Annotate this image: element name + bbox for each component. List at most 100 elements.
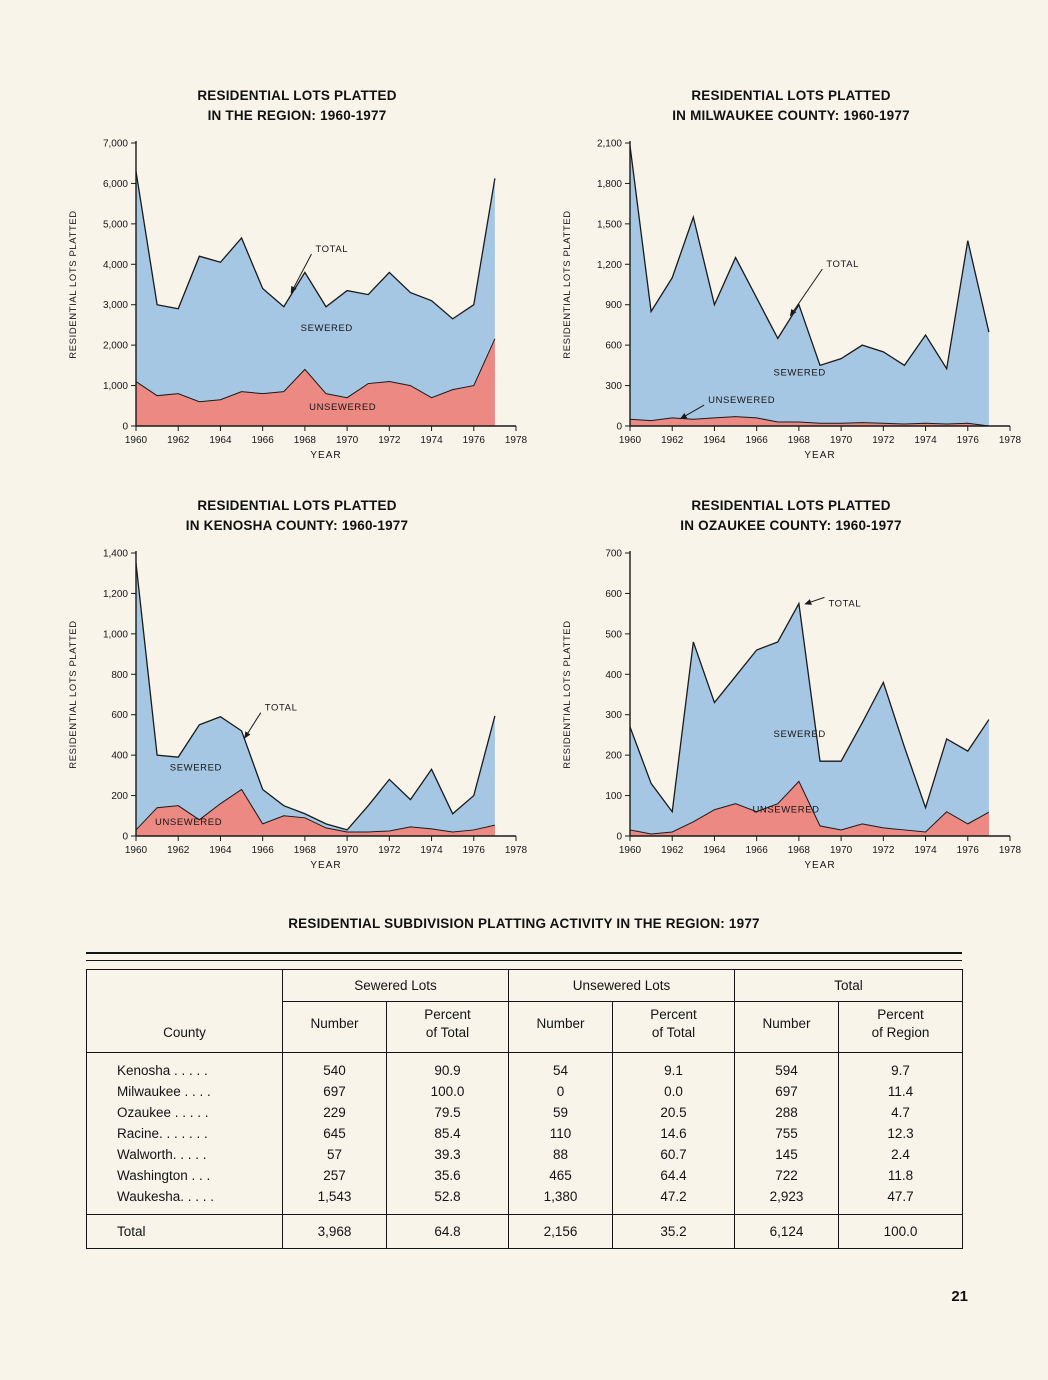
col-header-unsewered-percent: Percent of Total: [612, 1001, 735, 1054]
x-tick-label: 1970: [830, 845, 853, 856]
y-tick-label: 4,000: [103, 259, 128, 270]
county-cell: Washington . . .: [117, 1168, 211, 1184]
area-chart-svg: 0 200 400 600 800 1,000 1,200 1,400 1960 1962 1964…: [68, 548, 528, 871]
x-tick-label: 1978: [999, 435, 1022, 446]
chart-ozaukee-county: RESIDENTIAL LOTS PLATTED IN OZAUKEE COUN…: [556, 496, 1026, 884]
sewered-area: [136, 170, 495, 426]
annotation-label-total: TOTAL: [315, 244, 348, 255]
x-axis-label: YEAR: [804, 860, 835, 871]
value-cell: 288: [734, 1102, 839, 1124]
x-tick-label: 1964: [209, 845, 232, 856]
x-tick-label: 1960: [125, 845, 148, 856]
table-row: Kenosha . . . . . 540 90.9 54 9.1 594 9.7: [87, 1052, 963, 1082]
y-tick-label: 700: [605, 548, 622, 559]
y-tick-label: 100: [605, 791, 622, 802]
x-tick-label: 1978: [505, 845, 528, 856]
table-group-header-row: County Sewered Lots Unsewered Lots Total: [86, 969, 963, 1054]
value-cell: 1,543: [282, 1186, 387, 1215]
value-cell: 2,923: [734, 1186, 839, 1215]
y-tick-label: 1,800: [597, 178, 622, 189]
annotation-label-sewered: SEWERED: [170, 762, 222, 773]
county-column-header: County: [86, 969, 283, 1054]
x-tick-label: 1968: [788, 435, 811, 446]
x-tick-label: 1962: [661, 435, 684, 446]
unsewered-area: [630, 416, 989, 426]
col-header-sewered-number: Number: [282, 1001, 387, 1054]
x-tick-label: 1966: [252, 845, 275, 856]
unsewered-area: [630, 780, 989, 836]
y-axis-label: RESIDENTIAL LOTS PLATTED: [562, 620, 573, 769]
platting-activity-table: County Sewered Lots Unsewered Lots Total…: [86, 969, 963, 1250]
y-tick-label: 400: [605, 669, 622, 680]
chart-region: RESIDENTIAL LOTS PLATTED IN THE REGION: …: [62, 86, 532, 474]
chart-title-line2: IN MILWAUKEE COUNTY: 1960-1977: [672, 108, 910, 124]
annotation-label-sewered: SEWERED: [301, 322, 353, 333]
annotation-label-sewered: SEWERED: [774, 367, 826, 378]
total-line: [629, 600, 990, 813]
area-chart-svg: 0 100 200 300 400 500 600 700 1960 1962 1964 1966 19…: [562, 548, 1022, 871]
table-total-row: Total 3,968 64.8 2,156 35.2 6,124 100.0: [86, 1214, 963, 1249]
chart-title-line1: RESIDENTIAL LOTS PLATTED: [691, 88, 891, 103]
area-chart-svg: 0 1,000 2,000 3,000 4,000 5,000 6,000 7,000 1960…: [68, 138, 528, 461]
x-tick-label: 1970: [336, 845, 359, 856]
x-tick-label: 1976: [957, 435, 980, 446]
value-cell: 11.8: [838, 1165, 963, 1187]
value-cell: 4.7: [838, 1102, 963, 1124]
x-tick-label: 1976: [957, 845, 980, 856]
value-cell: 88: [508, 1144, 613, 1166]
value-cell: 9.1: [612, 1052, 735, 1082]
x-tick-label: 1974: [420, 435, 443, 446]
y-tick-label: 200: [111, 791, 128, 802]
x-tick-label: 1978: [505, 435, 528, 446]
table-row: Walworth. . . . . 57 39.3 88 60.7 145 2.4: [87, 1144, 963, 1166]
x-tick-label: 1972: [378, 435, 401, 446]
chart-milwaukee-county: RESIDENTIAL LOTS PLATTED IN MILWAUKEE CO…: [556, 86, 1026, 474]
value-cell: 697: [734, 1081, 839, 1103]
value-cell: 60.7: [612, 1144, 735, 1166]
table-row: Washington . . . 257 35.6 465 64.4 722 11.8: [87, 1165, 963, 1187]
platting-table-wrapper: County Sewered Lots Unsewered Lots Total…: [86, 952, 963, 1250]
total-total-percent: 100.0: [838, 1214, 963, 1249]
x-tick-label: 1968: [294, 845, 317, 856]
y-tick-label: 600: [111, 710, 128, 721]
annotation-arrow: [789, 268, 823, 316]
value-cell: 0: [508, 1081, 613, 1103]
y-tick-label: 1,200: [103, 588, 128, 599]
annotation-label-sewered: SEWERED: [774, 728, 826, 739]
table-top-rule: [86, 952, 962, 961]
annotation-arrow: [290, 253, 312, 293]
y-tick-label: 2,000: [103, 340, 128, 351]
chart-title-line1: RESIDENTIAL LOTS PLATTED: [691, 498, 891, 513]
chart-title-line2: IN OZAUKEE COUNTY: 1960-1977: [680, 518, 902, 534]
area-chart-svg: 0 300 600 900 1,200 1,500 1,800 2,100 1960 1962 19…: [562, 138, 1022, 461]
x-tick-label: 1966: [746, 845, 769, 856]
table-row: Ozaukee . . . . . 229 79.5 59 20.5 288 4.7: [87, 1102, 963, 1124]
annotation-label-total: TOTAL: [826, 258, 859, 269]
x-tick-label: 1974: [914, 435, 937, 446]
x-tick-label: 1966: [746, 435, 769, 446]
x-tick-label: 1972: [378, 845, 401, 856]
value-cell: 90.9: [386, 1052, 509, 1082]
value-cell: 47.7: [838, 1186, 963, 1215]
x-tick-label: 1976: [463, 845, 486, 856]
sewered-area: [136, 562, 495, 836]
county-cell: Milwaukee . . . .: [117, 1084, 211, 1100]
x-axis-label: YEAR: [804, 450, 835, 461]
value-cell: 100.0: [386, 1081, 509, 1103]
county-cell: Waukesha. . . . .: [117, 1189, 215, 1205]
x-tick-label: 1976: [463, 435, 486, 446]
value-cell: 722: [734, 1165, 839, 1187]
x-tick-label: 1960: [619, 435, 642, 446]
x-tick-label: 1968: [788, 845, 811, 856]
y-tick-label: 500: [605, 629, 622, 640]
y-axis-label: RESIDENTIAL LOTS PLATTED: [68, 620, 79, 769]
value-cell: 54: [508, 1052, 613, 1082]
y-tick-label: 300: [605, 710, 622, 721]
annotation-label-unsewered: UNSEWERED: [708, 395, 775, 406]
y-tick-label: 0: [616, 421, 622, 432]
unsewered-area: [136, 789, 495, 836]
sewered-area: [630, 145, 989, 426]
y-tick-label: 7,000: [103, 138, 128, 149]
value-cell: 145: [734, 1144, 839, 1166]
